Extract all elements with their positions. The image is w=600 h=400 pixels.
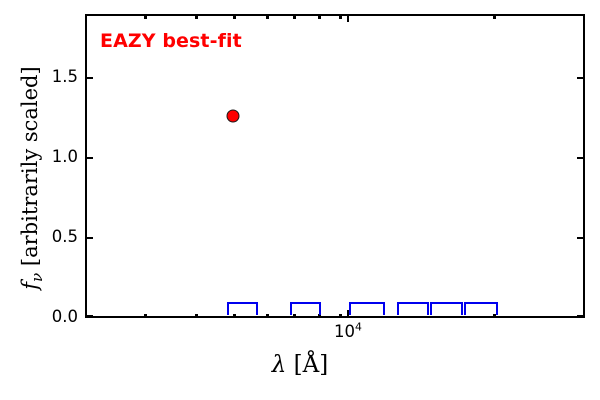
axes-frame <box>85 14 585 318</box>
y-axis-label-rest: [arbitrarily scaled] <box>18 66 42 267</box>
filter-bandpass-box <box>227 302 258 315</box>
y-axis-label: fν [arbitrarily scaled] <box>18 13 46 343</box>
x-axis-label-lambda: λ <box>271 352 287 378</box>
y-ticklabel-0.5: 0.5 <box>51 227 78 246</box>
x-tick-top-minor-3000 <box>144 14 147 19</box>
x-tick-top-major-10000 <box>346 14 350 22</box>
x-tick-top-minor-4000 <box>195 14 198 19</box>
y-tick-right-0.5 <box>577 236 585 240</box>
y-ticklabel-1.5: 1.5 <box>51 67 78 86</box>
y-tick-major-0.5 <box>85 236 93 240</box>
x-tick-minor-20000 <box>493 313 496 318</box>
x-ticklabel-mantissa: 10 <box>334 322 356 341</box>
x-axis-label-unit: [Å] <box>293 352 329 378</box>
y-ticklabel-1.0: 1.0 <box>51 147 78 166</box>
y-tick-right-0.0 <box>577 315 585 318</box>
y-tick-major-1.5 <box>85 76 93 80</box>
y-tick-major-0.0 <box>85 315 93 318</box>
y-axis-label-f: f <box>18 281 42 290</box>
x-tick-top-minor-6000 <box>266 14 269 19</box>
y-axis-label-nu: ν <box>28 272 47 282</box>
filter-bandpass-box <box>464 302 498 315</box>
x-tick-top-minor-5000 <box>233 14 236 19</box>
x-tick-minor-3000 <box>144 313 147 318</box>
x-tick-minor-4000 <box>195 313 198 318</box>
y-ticklabel-0.0: 0.0 <box>51 307 78 326</box>
x-axis-label: λ [Å] <box>0 352 600 378</box>
filter-bandpass-box <box>397 302 429 315</box>
x-tick-minor-5000 <box>233 313 236 318</box>
eazy-best-fit-annotation: EAZY best-fit <box>100 30 242 52</box>
x-tick-minor-7000 <box>293 313 296 318</box>
x-tick-top-minor-8000 <box>318 14 321 19</box>
x-tick-minor-6000 <box>266 313 269 318</box>
data-point-photometry <box>226 109 240 123</box>
x-tick-top-minor-9000 <box>339 14 342 19</box>
x-ticklabel-10000: 104 <box>334 320 362 341</box>
x-tick-minor-9000 <box>339 313 342 318</box>
x-tick-minor-8000 <box>318 313 321 318</box>
filter-bandpass-box <box>349 302 385 315</box>
y-tick-major-1.0 <box>85 156 93 160</box>
y-tick-right-1.0 <box>577 156 585 160</box>
filter-bandpass-box <box>290 302 321 315</box>
x-tick-top-minor-20000 <box>493 14 496 19</box>
x-tick-top-minor-7000 <box>293 14 296 19</box>
x-tick-major-10000 <box>346 310 350 318</box>
plot-area <box>85 14 585 318</box>
x-ticklabel-exponent: 4 <box>355 320 362 334</box>
filter-bandpass-box <box>430 302 463 315</box>
y-tick-right-1.5 <box>577 76 585 80</box>
